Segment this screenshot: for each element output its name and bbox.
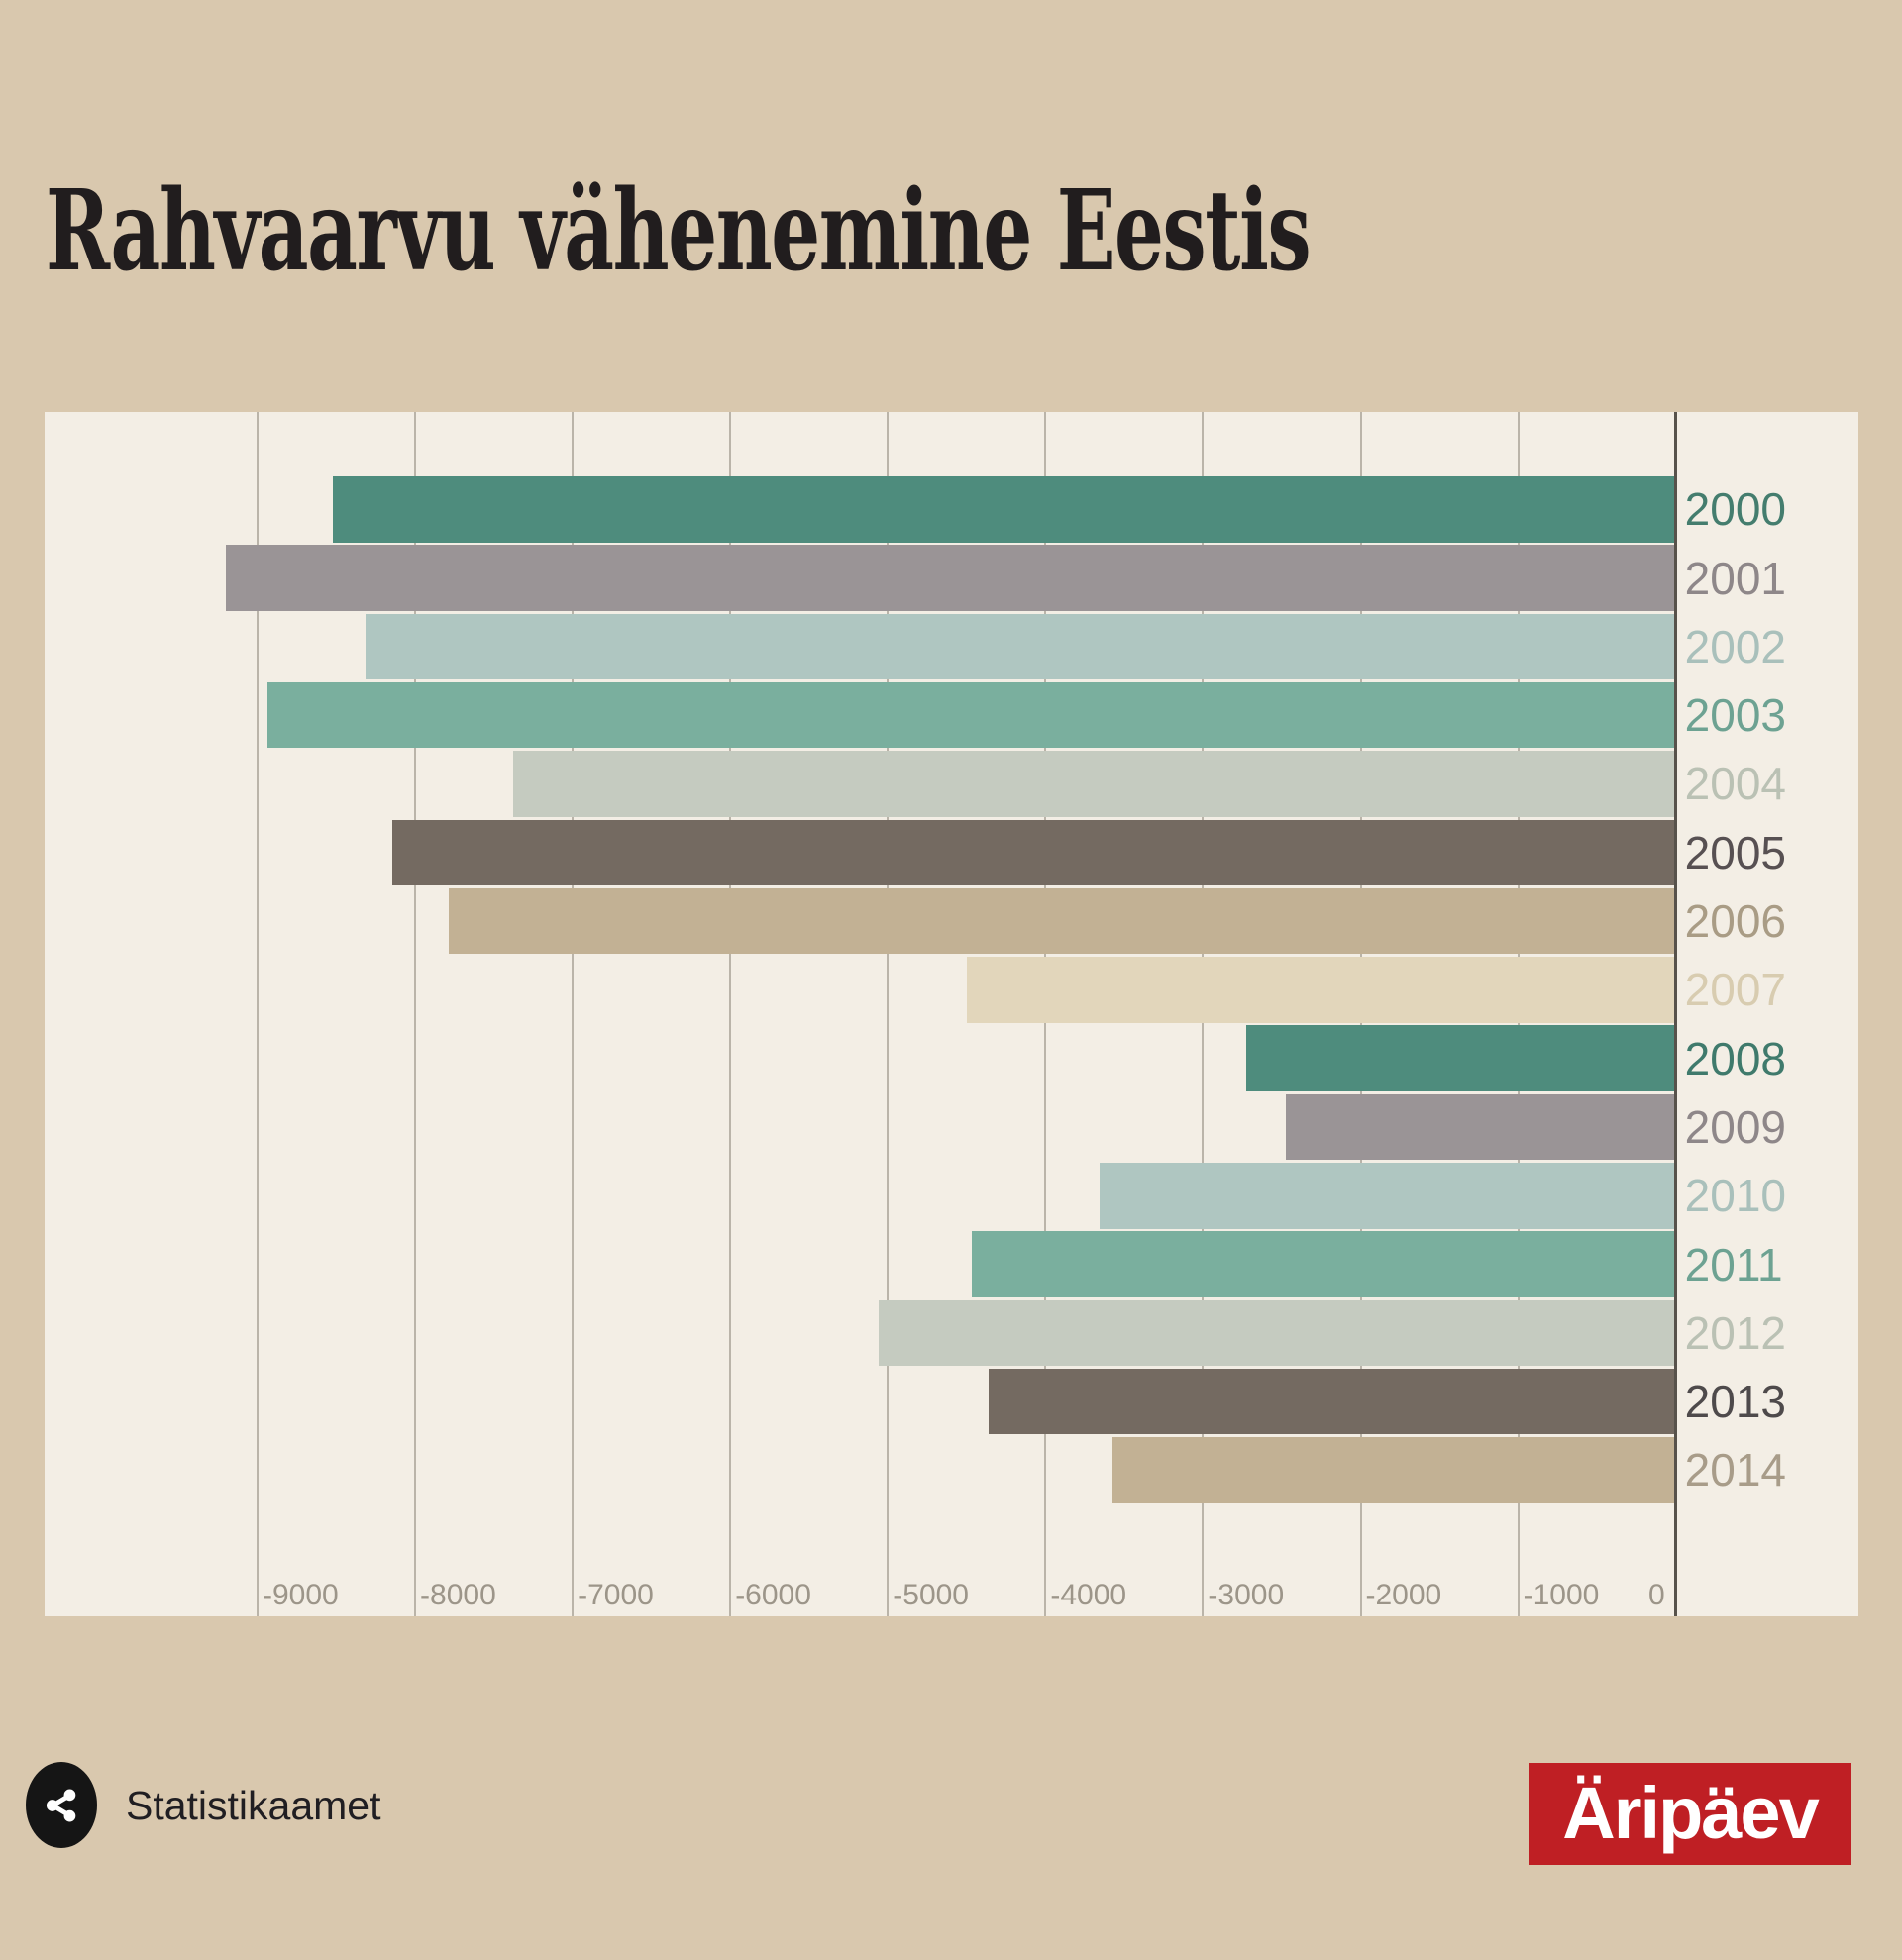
bar-2013 [988, 1368, 1675, 1435]
year-label-2004: 2004 [1684, 758, 1787, 810]
year-label-2012: 2012 [1684, 1306, 1787, 1359]
bar-2010 [1100, 1163, 1675, 1229]
tick-label--2000: -2000 [1365, 1579, 1442, 1611]
year-label-2003: 2003 [1684, 689, 1787, 742]
bar-2001 [225, 545, 1675, 611]
bar-2014 [1111, 1437, 1675, 1503]
year-label-2010: 2010 [1684, 1170, 1787, 1222]
tick-label--3000: -3000 [1208, 1579, 1285, 1611]
bar-2005 [391, 819, 1675, 885]
bar-2000 [333, 476, 1675, 543]
share-button[interactable] [26, 1762, 97, 1848]
year-label-2000: 2000 [1684, 483, 1787, 536]
gridline--5000 [887, 412, 890, 1616]
bar-2004 [513, 751, 1675, 817]
tick-label--5000: -5000 [893, 1579, 969, 1611]
tick-label-0: 0 [1647, 1579, 1665, 1611]
aripaev-logo: Äripäev [1529, 1763, 1851, 1865]
tick-label--4000: -4000 [1050, 1579, 1127, 1611]
aripaev-logo-text: Äripäev [1562, 1772, 1819, 1854]
bar-2009 [1285, 1093, 1675, 1161]
chart-title: Rahvaarvu vähenemine Eestis [46, 166, 1312, 297]
tick-label--1000: -1000 [1523, 1579, 1600, 1611]
bar-2002 [365, 613, 1675, 680]
gridline--8000 [414, 412, 417, 1616]
bar-2007 [967, 957, 1675, 1023]
year-label-2008: 2008 [1684, 1032, 1787, 1084]
bar-2008 [1245, 1025, 1675, 1091]
tick-label--6000: -6000 [735, 1579, 811, 1611]
gridline--9000 [256, 412, 259, 1616]
bar-2003 [267, 681, 1675, 749]
year-label-2002: 2002 [1684, 620, 1787, 672]
tick-label--7000: -7000 [578, 1579, 654, 1611]
zero-axis-line [1673, 412, 1677, 1616]
bar-2006 [449, 887, 1675, 955]
tick-label--9000: -9000 [262, 1579, 339, 1611]
share-icon [46, 1789, 76, 1821]
year-label-2001: 2001 [1684, 552, 1787, 604]
bar-2011 [972, 1231, 1675, 1297]
year-label-2006: 2006 [1684, 895, 1787, 948]
year-label-2013: 2013 [1684, 1376, 1787, 1428]
bar-2012 [879, 1299, 1675, 1367]
year-label-2011: 2011 [1684, 1238, 1783, 1290]
year-label-2005: 2005 [1684, 826, 1787, 878]
year-label-2007: 2007 [1684, 964, 1787, 1016]
plot-area: 2000 2001 2002 2003 2004 2005 2006 2007 2008 2009… [45, 412, 1858, 1616]
gridline--6000 [729, 412, 732, 1616]
year-label-2009: 2009 [1684, 1100, 1787, 1153]
gridline--7000 [572, 412, 575, 1616]
tick-label--8000: -8000 [420, 1579, 496, 1611]
year-label-2014: 2014 [1684, 1444, 1787, 1496]
source-label: Statistikaamet [126, 1783, 381, 1828]
